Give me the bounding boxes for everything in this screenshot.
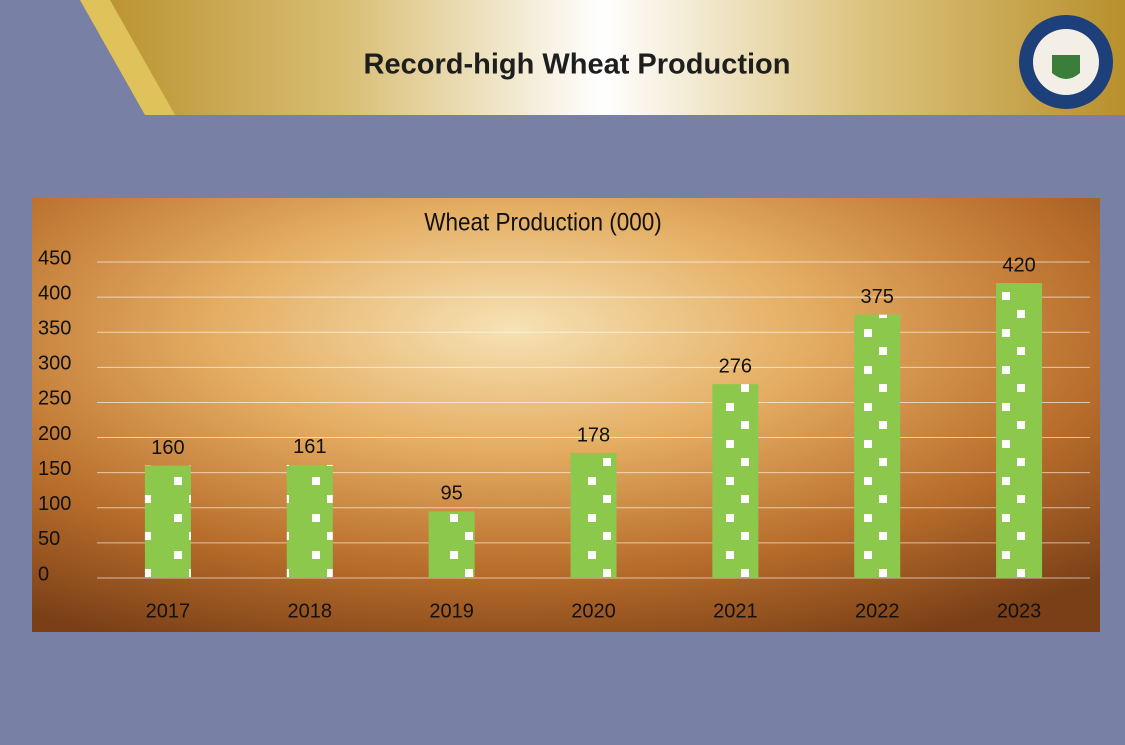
y-tick-label: 200 (38, 423, 71, 445)
data-label: 160 (151, 437, 184, 459)
banner-accent (80, 0, 175, 115)
x-tick-label: 2020 (571, 600, 616, 622)
data-label: 161 (293, 436, 326, 458)
data-label: 95 (441, 483, 463, 505)
x-tick-label: 2017 (146, 600, 191, 622)
data-label: 276 (719, 355, 752, 377)
y-tick-label: 300 (38, 353, 71, 375)
y-tick-label: 350 (38, 318, 71, 340)
y-tick-label: 250 (38, 388, 71, 410)
y-tick-label: 150 (38, 458, 71, 480)
y-tick-label: 0 (38, 563, 49, 585)
bar (996, 283, 1043, 578)
y-tick-label: 100 (38, 493, 71, 515)
bar (854, 314, 901, 578)
bar (712, 384, 759, 578)
y-tick-label: 50 (38, 528, 60, 550)
bar (144, 465, 191, 578)
y-tick-label: 400 (38, 282, 71, 304)
x-tick-label: 2018 (288, 600, 333, 622)
chart-title: Wheat Production (000) (424, 209, 661, 237)
x-tick-label: 2023 (997, 600, 1042, 622)
y-tick-label: 450 (38, 247, 71, 269)
x-tick-label: 2021 (713, 600, 758, 622)
x-tick-label: 2019 (429, 600, 474, 622)
x-tick-label: 2022 (855, 600, 900, 622)
data-label: 420 (1002, 254, 1035, 276)
data-label: 178 (577, 424, 610, 446)
slide-title: Record-high Wheat Production (364, 49, 791, 81)
bar (286, 464, 333, 578)
chart: Wheat Production (000) 0 50 100 150 200 250 30… (38, 209, 1090, 622)
logo-shield (1052, 55, 1080, 79)
header-banner (80, 0, 1125, 115)
chart-panel (32, 198, 1100, 632)
bar (428, 511, 475, 578)
bar (570, 453, 617, 578)
data-label: 375 (861, 286, 894, 308)
